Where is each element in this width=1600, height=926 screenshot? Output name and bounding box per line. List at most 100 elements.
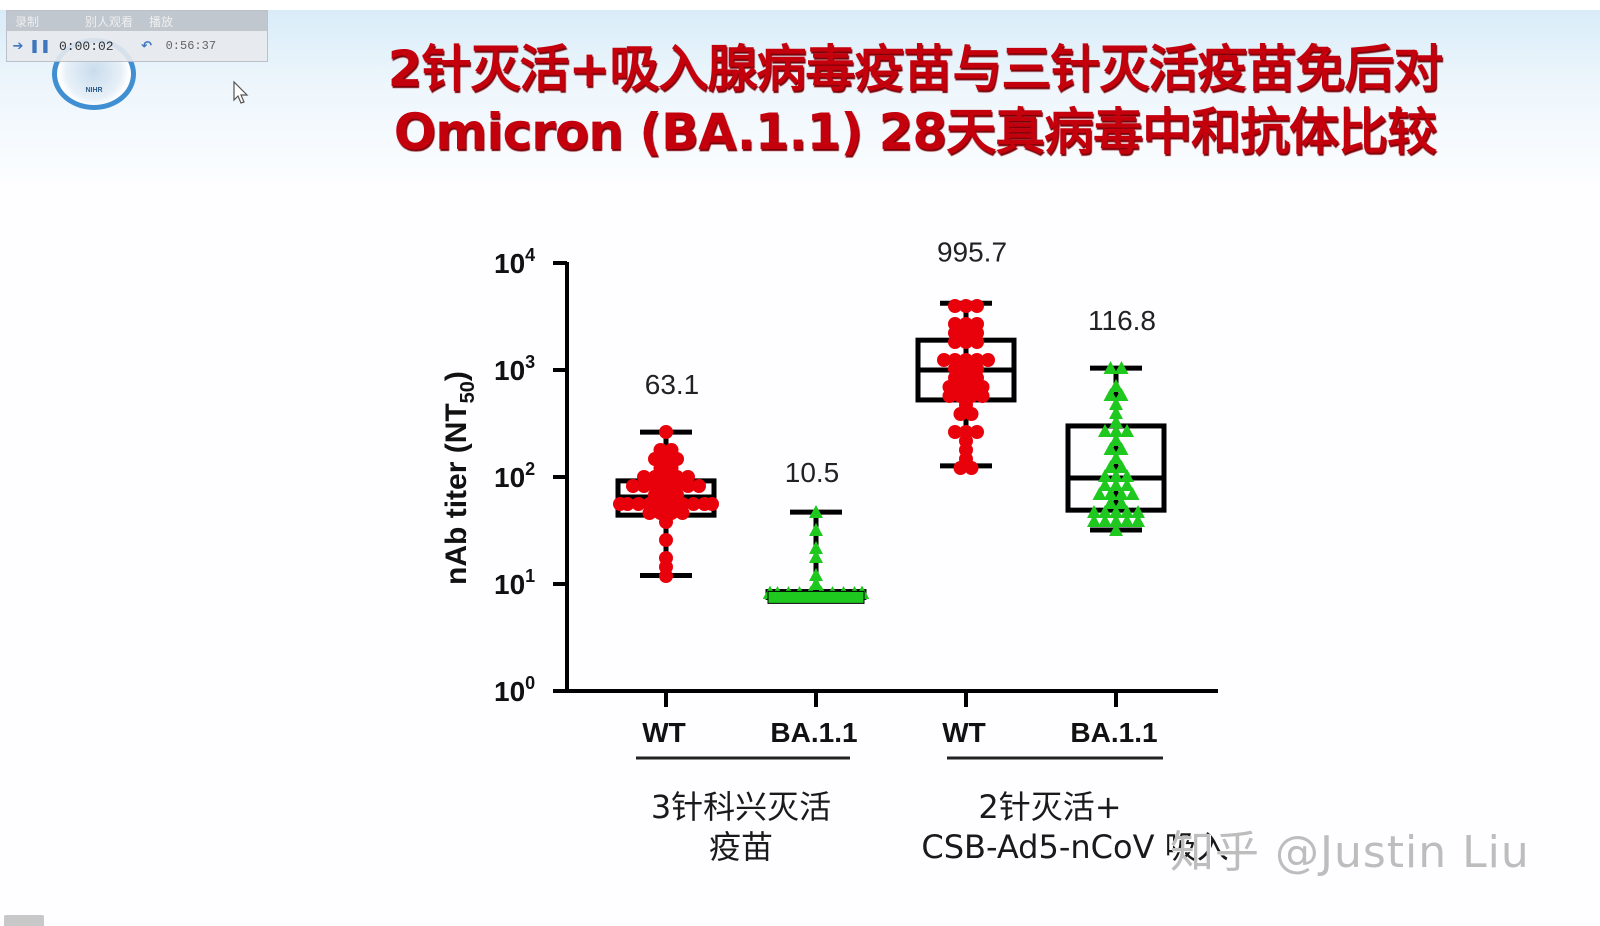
group-label-line-2: 疫苗 (709, 828, 773, 866)
data-point (1109, 523, 1123, 536)
data-point (1098, 505, 1112, 518)
media-player-toolbar: 录制 别人观看 播放 ➔ ❚❚ 0:00:02 ↶ 0:56:37 (6, 10, 268, 62)
data-point (659, 569, 673, 583)
data-point (1103, 487, 1118, 500)
data-point (964, 407, 979, 421)
data-point (1092, 487, 1107, 500)
data-point (1120, 514, 1134, 527)
data-point (1125, 487, 1140, 500)
box-plot-ba-1-1 (763, 505, 869, 604)
title-line-2: Omicron (BA.1.1) 28天真病毒中和抗体比较 (393, 103, 1437, 161)
data-point (1120, 469, 1134, 482)
player-controls: ➔ ❚❚ 0:00:02 ↶ 0:56:37 (7, 31, 267, 61)
data-point (975, 389, 990, 403)
data-point (620, 497, 635, 511)
box-plot-ba-1-1 (1065, 361, 1167, 536)
data-point (1098, 424, 1112, 437)
data-point (981, 353, 995, 367)
data-point (1109, 406, 1123, 419)
group-label-line-2: CSB-Ad5-nCoV 吸入 (921, 828, 1228, 866)
gmt-label: 10.5 (785, 457, 840, 488)
data-point (705, 497, 719, 511)
data-point (1087, 514, 1101, 527)
data-point (1131, 505, 1145, 518)
data-point (809, 550, 823, 563)
player-tab-record[interactable]: 录制 (15, 14, 40, 29)
x-tick-label: WT (942, 717, 986, 748)
data-point (1103, 361, 1118, 374)
data-point (642, 506, 657, 520)
data-point (637, 479, 651, 493)
x-tick-label: BA.1.1 (770, 717, 857, 748)
data-point (1114, 442, 1129, 455)
data-point (681, 479, 695, 493)
data-point (1120, 478, 1134, 491)
data-point (1109, 469, 1123, 482)
arrow-right-icon[interactable]: ➔ (12, 38, 24, 53)
player-tab-bar: 录制 别人观看 播放 (7, 11, 267, 31)
data-point (809, 541, 823, 554)
watermark: 知乎 @Justin Liu (1170, 827, 1530, 878)
data-point (1103, 460, 1118, 473)
data-point (1120, 424, 1134, 437)
data-point (1087, 505, 1101, 518)
data-point (959, 335, 973, 349)
data-point (1098, 478, 1112, 491)
data-point (659, 533, 673, 547)
data-point (970, 335, 984, 349)
data-point (1109, 397, 1123, 410)
data-point (1109, 433, 1123, 446)
data-point (1109, 415, 1123, 428)
elapsed-time: 0:00:02 (59, 38, 114, 54)
data-point (942, 389, 957, 403)
data-point (970, 299, 984, 313)
data-point (948, 299, 962, 313)
y-tick-label: 101 (494, 566, 535, 600)
data-point (1109, 514, 1123, 527)
data-point (659, 515, 673, 529)
gmt-label: 995.7 (937, 236, 1007, 267)
data-point (631, 497, 646, 511)
data-point (675, 506, 690, 520)
total-time: 0:56:37 (165, 39, 217, 53)
data-point (1109, 478, 1123, 491)
data-point (1103, 442, 1118, 455)
data-point (1103, 388, 1118, 401)
data-point (1120, 505, 1134, 518)
pause-icon[interactable]: ❚❚ (29, 38, 51, 53)
data-point (809, 523, 823, 536)
title-line-1: 2针灭活+吸入腺病毒疫苗与三针灭活疫苗免后对 (387, 40, 1444, 98)
data-point (970, 425, 984, 439)
data-point (809, 577, 823, 590)
y-axis-label: nAb titer (NT50) (440, 371, 479, 585)
data-point (809, 568, 823, 581)
box-plot-wt (915, 299, 1017, 475)
group-label-line-1: 2针灭活+ (978, 788, 1121, 826)
data-point (1109, 424, 1123, 437)
data-point (948, 425, 962, 439)
y-tick-label: 104 (494, 245, 535, 279)
data-point (948, 335, 962, 349)
player-tab-others[interactable]: 别人观看 (85, 14, 134, 29)
player-tab-play[interactable]: 播放 (149, 14, 174, 29)
gmt-label: 63.1 (645, 369, 700, 400)
data-point (1098, 514, 1112, 527)
top-strip (0, 0, 1600, 10)
data-point (686, 497, 701, 511)
y-tick-label: 103 (494, 352, 535, 386)
data-point (959, 299, 973, 313)
data-point (809, 505, 823, 518)
data-point (626, 479, 640, 493)
data-point (659, 425, 673, 439)
y-tick-label: 102 (494, 459, 535, 493)
group-label-line-1: 3针科兴灭活 (651, 788, 831, 826)
data-point (1114, 361, 1129, 374)
data-point (1109, 505, 1123, 518)
data-point (692, 479, 706, 493)
undo-icon[interactable]: ↶ (141, 38, 153, 53)
x-tick-label: BA.1.1 (1070, 717, 1157, 748)
data-point (964, 461, 979, 475)
data-point (1114, 496, 1129, 509)
data-point (1109, 451, 1123, 464)
